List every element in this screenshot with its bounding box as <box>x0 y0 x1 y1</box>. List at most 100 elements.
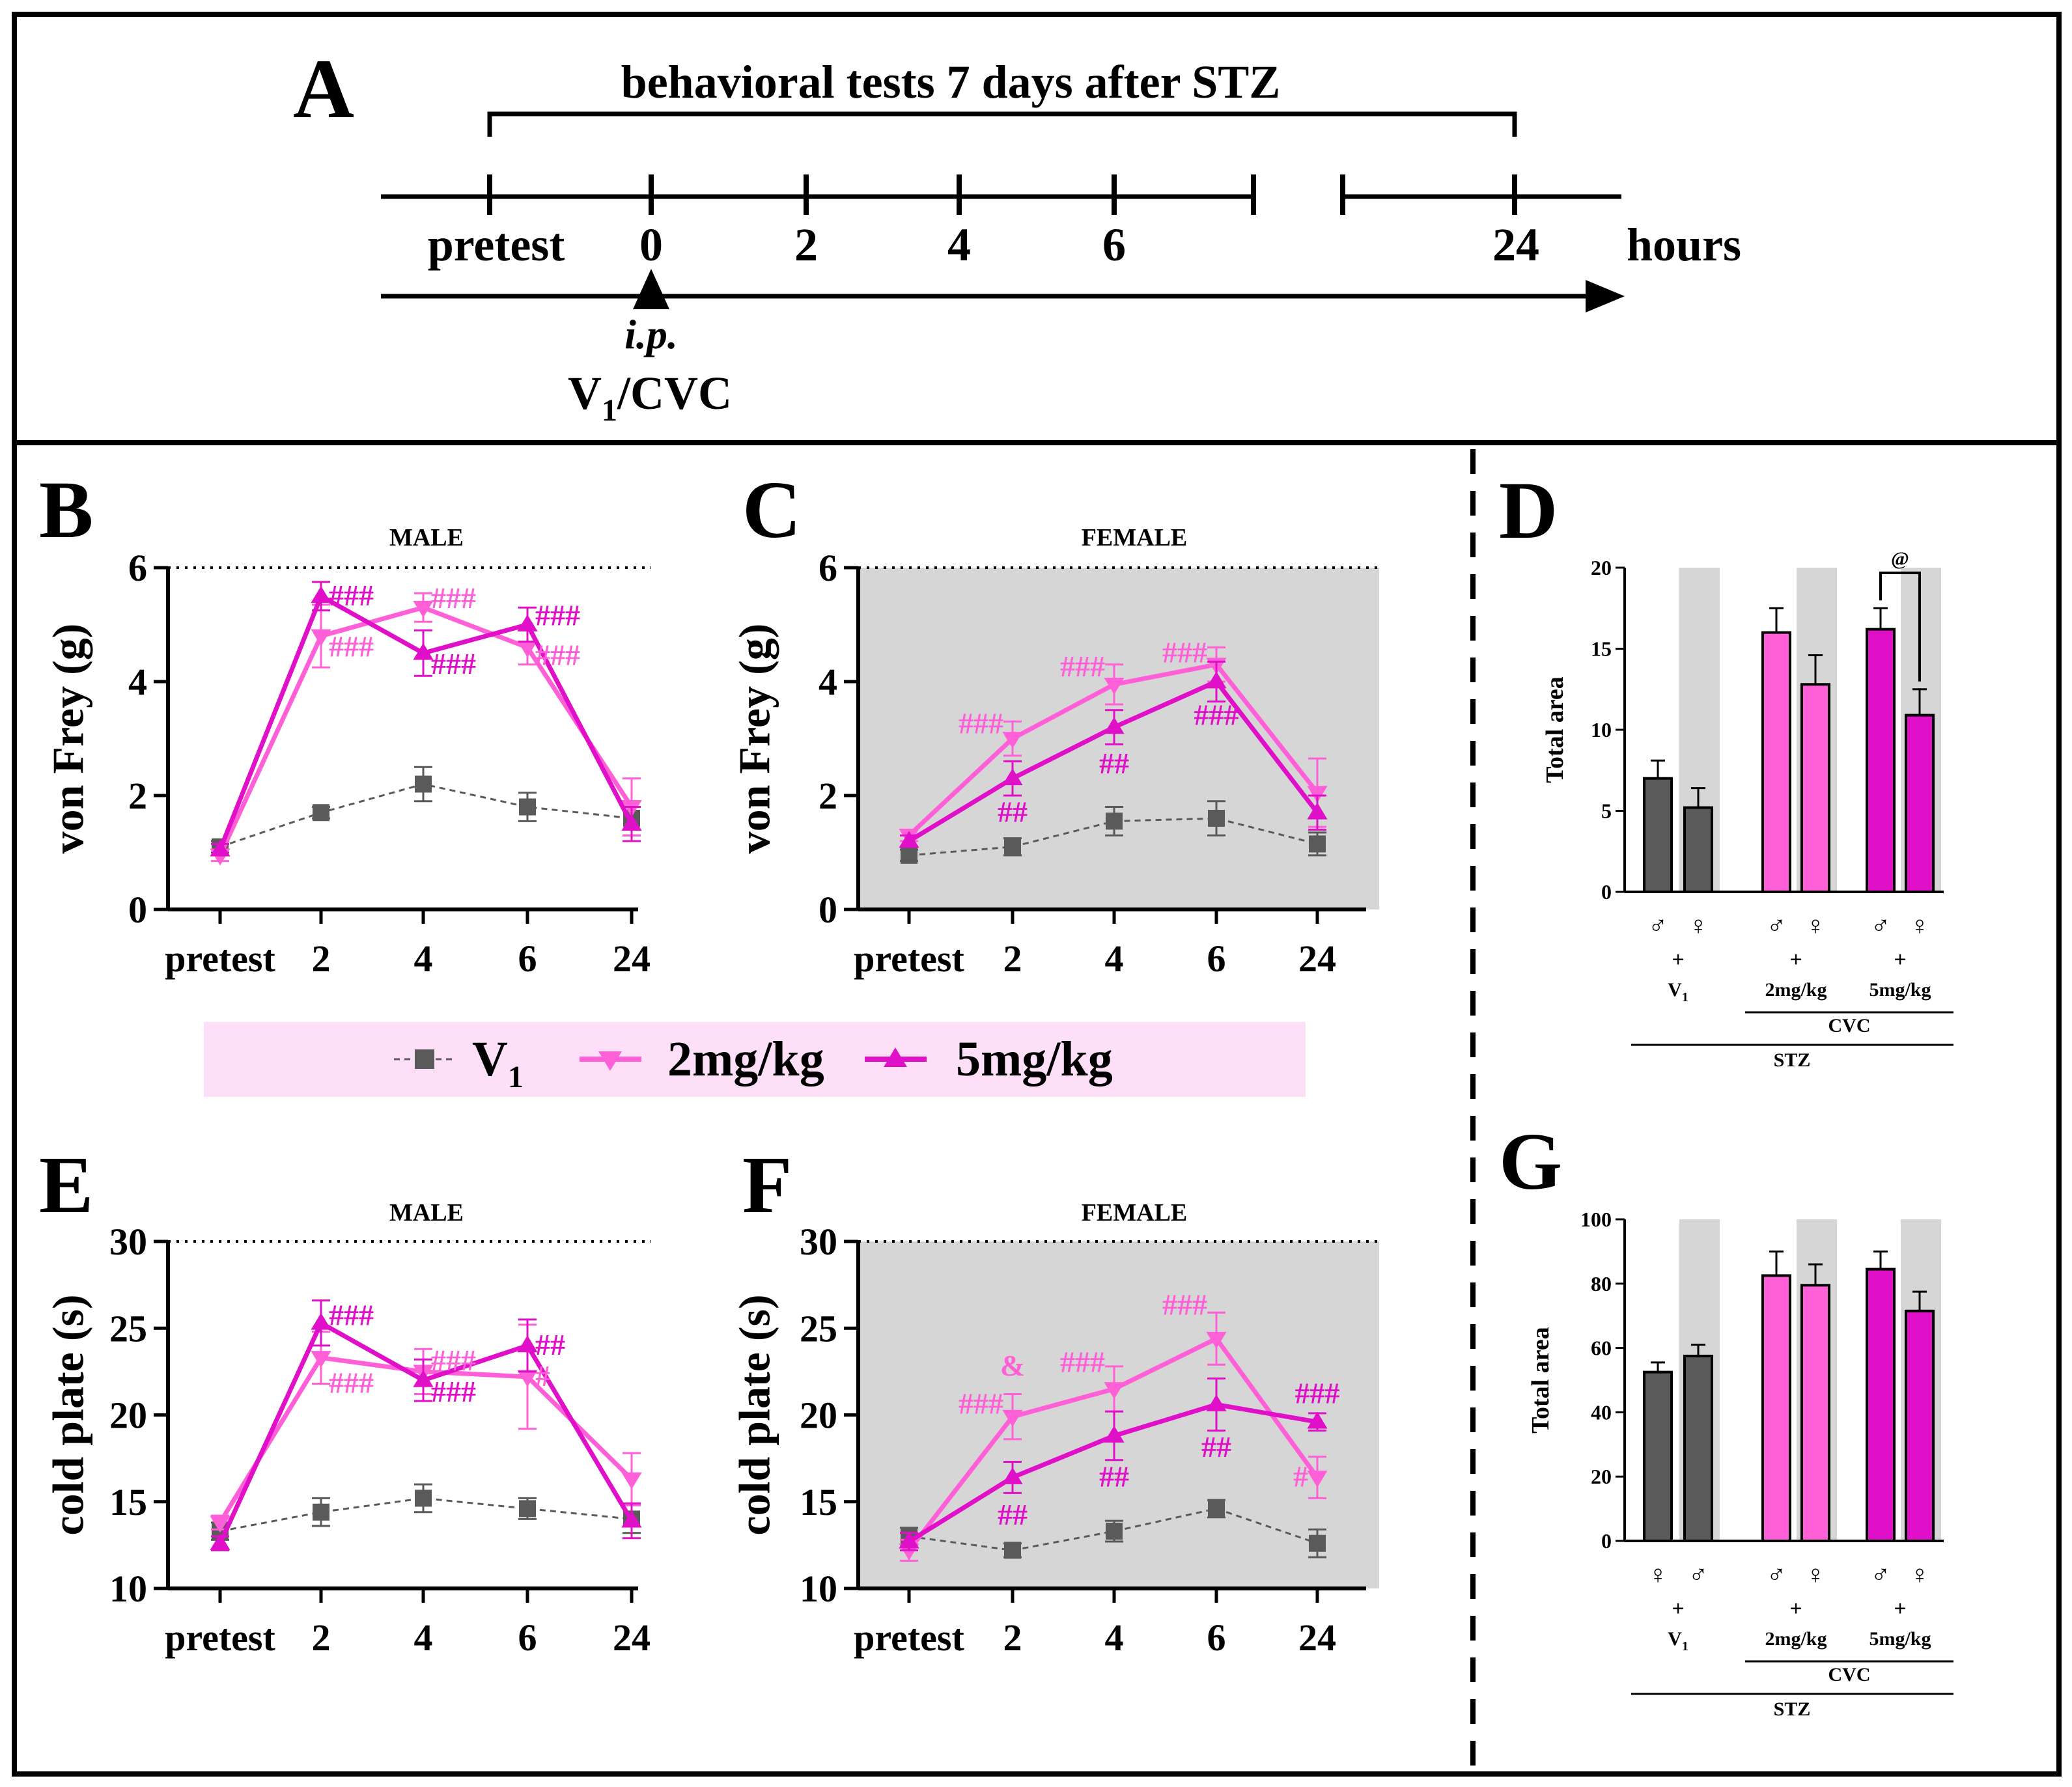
data-point-dose2 <box>1307 1471 1328 1488</box>
x-tick-label: 4 <box>1105 937 1124 980</box>
significance-label: ## <box>998 795 1028 828</box>
sex-label: ♂ <box>1648 911 1668 940</box>
timeline-unit: hours <box>1627 219 1741 271</box>
legend-background <box>204 1022 1306 1097</box>
sex-label: ♀ <box>1910 1560 1929 1589</box>
significance-label: ### <box>1162 635 1207 669</box>
sex-label: ♂ <box>1871 1560 1890 1589</box>
data-point-vehicle <box>313 1503 329 1521</box>
injection-drug: V1/CVC <box>568 367 732 428</box>
data-point-dose2 <box>517 1370 538 1387</box>
y-axis-label: cold plate (s) <box>44 1294 93 1535</box>
series-line-vehicle <box>908 1507 1318 1551</box>
legend-marker-dose5-icon <box>884 1047 907 1067</box>
y-tick-label: 20 <box>1591 1465 1612 1488</box>
data-point-vehicle <box>1309 1534 1326 1552</box>
x-tick-label: 2 <box>1003 1616 1022 1659</box>
data-point-vehicle <box>1004 838 1021 855</box>
time-arrow-head <box>1586 280 1625 312</box>
series-line-vehicle <box>219 1497 632 1532</box>
y-tick-label: 20 <box>109 1394 147 1437</box>
group-label: 2mg/kg <box>1765 979 1827 1001</box>
group-label: V1 <box>1668 1628 1688 1654</box>
sex-label: ♀ <box>1688 911 1708 940</box>
data-point-vehicle <box>519 1500 536 1517</box>
plus-label: + <box>1672 1597 1684 1621</box>
bar-vehicle <box>1683 1354 1713 1542</box>
bar-dose2 <box>1761 1274 1791 1542</box>
significance-label: ### <box>329 630 374 663</box>
sex-label: ♀ <box>1910 911 1929 940</box>
x-tick-label: 6 <box>1207 1616 1226 1659</box>
data-point-dose5 <box>311 1312 331 1330</box>
chart-title: MALE <box>389 524 464 551</box>
y-tick-label: 4 <box>819 661 837 703</box>
significance-label: ## <box>998 1498 1028 1531</box>
y-tick-label: 0 <box>1601 880 1612 904</box>
data-point-dose5 <box>517 1335 538 1353</box>
x-tick-label: 24 <box>1298 1616 1336 1659</box>
bracket-label: @ <box>1891 548 1909 570</box>
data-point-vehicle <box>1106 1523 1123 1540</box>
bar-vehicle <box>1643 1370 1673 1542</box>
significance-label: ## <box>1099 1460 1129 1493</box>
y-tick-label: 0 <box>128 889 147 931</box>
y-axis-label: von Frey (g) <box>730 624 779 854</box>
significance-label: ### <box>431 581 476 615</box>
significance-label: ### <box>959 1387 1003 1420</box>
group-label: 5mg/kg <box>1869 979 1931 1001</box>
sex-label: ♂ <box>1767 1560 1786 1589</box>
injection-marker-icon <box>633 269 669 309</box>
y-tick-label: 6 <box>128 547 147 589</box>
data-point-vehicle <box>1208 1500 1225 1517</box>
data-point-dose5 <box>413 643 434 660</box>
legend-label-dose2: 2mg/kg <box>667 1032 824 1087</box>
bar-vehicle <box>1643 777 1673 893</box>
y-axis-label: Total area <box>1527 1327 1554 1434</box>
data-point-dose2 <box>1104 1382 1125 1400</box>
legend-marker-vehicle-icon <box>415 1049 434 1069</box>
y-tick-label: 0 <box>819 889 837 931</box>
data-point-dose5 <box>621 814 642 831</box>
data-point-dose5 <box>1104 717 1125 734</box>
panel-letter: D <box>1499 466 1558 556</box>
significance-label: ### <box>1162 1288 1207 1322</box>
data-point-dose5 <box>621 1510 642 1528</box>
data-point-dose2 <box>311 629 331 646</box>
x-tick-label: pretest <box>165 1616 275 1659</box>
significance-label: # <box>535 1359 550 1392</box>
bar-dose2 <box>1800 683 1830 894</box>
x-tick-label: 24 <box>1298 937 1336 980</box>
data-point-vehicle <box>519 798 536 816</box>
plus-label: + <box>1894 1597 1906 1621</box>
x-tick-label: 6 <box>1207 937 1226 980</box>
x-tick-label: 6 <box>518 937 537 980</box>
timepoint-label: 2 <box>794 219 818 271</box>
bar-dose5 <box>1905 1309 1935 1543</box>
group-label: 5mg/kg <box>1869 1628 1931 1650</box>
significance-label: ## <box>1201 1430 1231 1463</box>
x-tick-label: 2 <box>312 937 331 980</box>
legend-label-dose5: 5mg/kg <box>956 1032 1113 1087</box>
data-point-vehicle <box>1309 835 1326 853</box>
panel-letter: C <box>742 465 801 555</box>
panel-letter: G <box>1499 1117 1562 1207</box>
data-point-dose5 <box>210 1533 231 1551</box>
significance-label: ## <box>1099 747 1129 780</box>
y-axis-label: von Frey (g) <box>44 624 93 854</box>
y-axis-label: Total area <box>1541 676 1569 783</box>
chart-title: MALE <box>389 1199 464 1226</box>
significance-label: # <box>1293 1460 1308 1493</box>
chart-title: FEMALE <box>1082 524 1188 551</box>
bar-dose2 <box>1800 1284 1830 1543</box>
significance-label: ### <box>535 639 580 672</box>
panel-letter: E <box>39 1141 93 1230</box>
timepoint-label: 0 <box>639 219 663 271</box>
x-tick-label: 24 <box>613 937 651 980</box>
sex-label: ♀ <box>1806 1560 1825 1589</box>
significance-label: ### <box>959 707 1003 740</box>
x-tick-label: 2 <box>1003 937 1022 980</box>
